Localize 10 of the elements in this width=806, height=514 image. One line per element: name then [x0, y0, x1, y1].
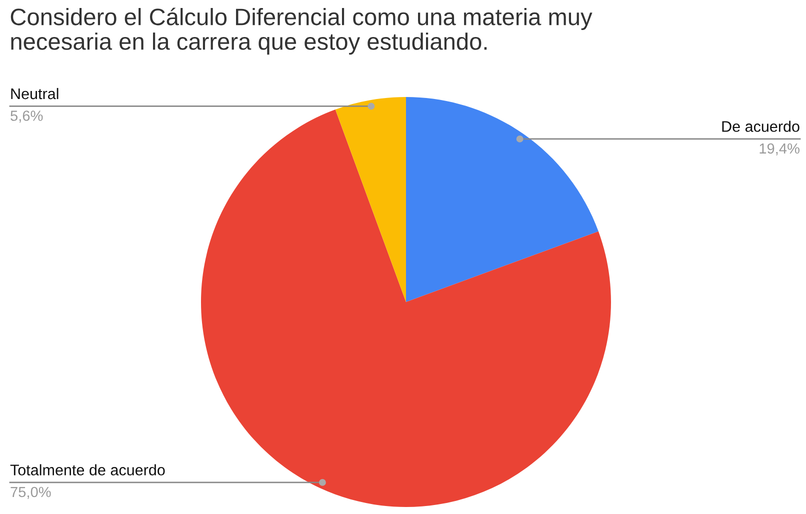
- data-label: 75,0%: [10, 486, 51, 499]
- slice-label: Totalmente de acuerdo: [10, 464, 165, 476]
- slice-label: De acuerdo: [722, 120, 800, 132]
- data-label: 5,6%: [10, 110, 43, 123]
- pie-slice: [335, 97, 406, 302]
- pie-slice: [201, 110, 611, 507]
- slice-label: Neutral: [11, 88, 58, 100]
- pie-slice: [406, 97, 598, 302]
- chart-title: Considero el Cálculo Diferencial como una materia muy necesaria en la carrera que estoy estudiando.: [10, 8, 592, 55]
- data-label: 19,4%: [760, 143, 800, 156]
